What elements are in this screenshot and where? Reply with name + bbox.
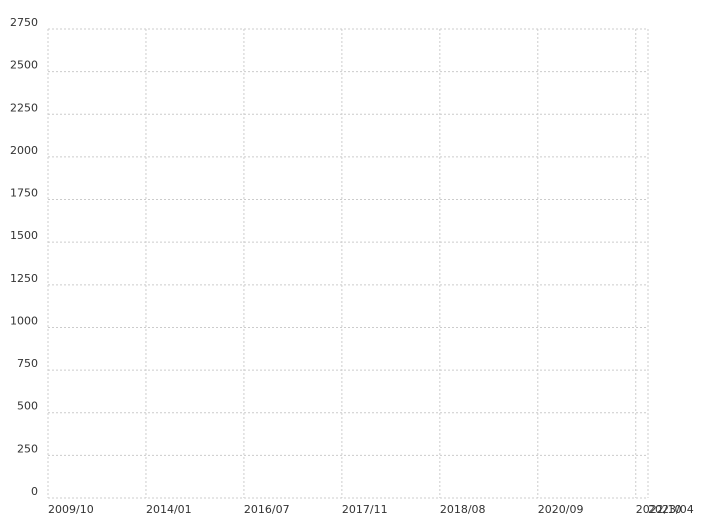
y-tick-label: 2750 bbox=[10, 16, 38, 29]
y-tick-label: 250 bbox=[17, 442, 38, 455]
y-tick-label: 1000 bbox=[10, 314, 38, 327]
x-tick-label: 2017/11 bbox=[342, 503, 388, 516]
y-tick-label: 1500 bbox=[10, 229, 38, 242]
y-tick-label: 500 bbox=[17, 400, 38, 413]
x-tick-label: 2014/01 bbox=[146, 503, 192, 516]
y-tick-label: 750 bbox=[17, 357, 38, 370]
y-tick-label: 1250 bbox=[10, 272, 38, 285]
y-tick-label: 2500 bbox=[10, 59, 38, 72]
y-tick-label: 1750 bbox=[10, 187, 38, 200]
x-tick-label: 2022/10 bbox=[636, 503, 682, 516]
x-tick-label: 2023/04 bbox=[648, 503, 694, 516]
x-tick-label: 2016/07 bbox=[244, 503, 290, 516]
y-tick-label: 0 bbox=[31, 485, 38, 498]
x-tick-label: 2020/09 bbox=[538, 503, 584, 516]
x-tick-label: 2009/10 bbox=[48, 503, 94, 516]
y-tick-label: 2000 bbox=[10, 144, 38, 157]
y-tick-label: 2250 bbox=[10, 101, 38, 114]
x-tick-label: 2018/08 bbox=[440, 503, 486, 516]
